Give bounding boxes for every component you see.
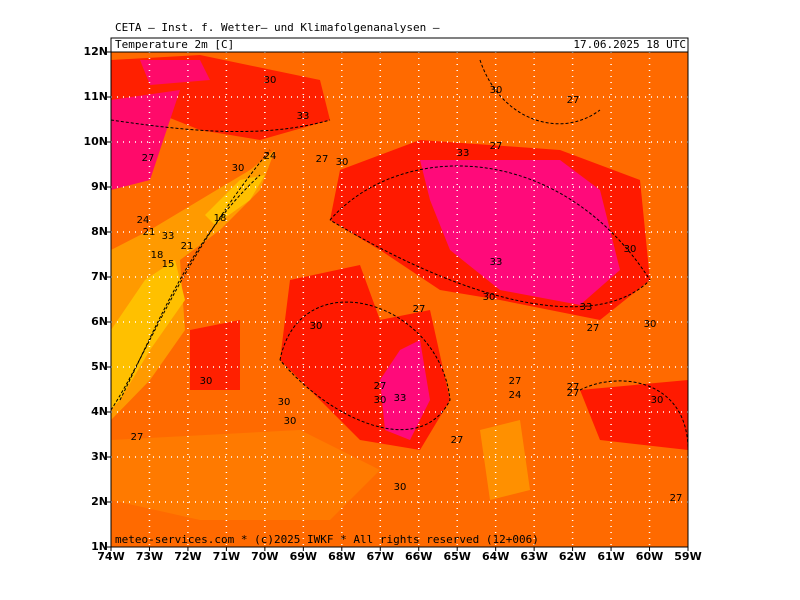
contour-label: 33 — [457, 148, 470, 159]
lon-label: 62W — [559, 550, 586, 563]
contour-label: 27 — [374, 381, 387, 392]
lat-label: 9N — [91, 180, 108, 193]
contour-label: 27 — [567, 388, 580, 399]
lat-label: 2N — [91, 495, 108, 508]
contour-label: 33 — [394, 393, 407, 404]
lat-label: 3N — [91, 450, 108, 463]
contour-label: 18 — [214, 213, 227, 224]
lat-label: 8N — [91, 225, 108, 238]
contour-label: 30 — [284, 416, 297, 427]
contour-label: 30 — [200, 376, 213, 387]
lon-label: 71W — [213, 550, 240, 563]
lon-label: 73W — [136, 550, 163, 563]
lon-label: 74W — [97, 550, 124, 563]
contour-label: 30 — [232, 163, 245, 174]
lon-label: 67W — [367, 550, 394, 563]
contour-label: 27 — [567, 95, 580, 106]
lat-label: 11N — [83, 90, 108, 103]
lat-label: 6N — [91, 315, 108, 328]
contour-label: 30 — [651, 395, 664, 406]
contour-label: 27 — [670, 493, 683, 504]
contour-label: 33 — [580, 302, 593, 313]
temperature-field — [111, 52, 688, 547]
lat-label: 10N — [83, 135, 108, 148]
contour-label: 30 — [310, 321, 323, 332]
contour-label: 27 — [142, 153, 155, 164]
lon-label: 61W — [597, 550, 624, 563]
contour-label: 27 — [567, 382, 580, 393]
contour-label: 27 — [413, 304, 426, 315]
map-frame — [110, 51, 689, 548]
lon-label: 64W — [482, 550, 509, 563]
contour-label: 30 — [278, 397, 291, 408]
contour-label: 27 — [131, 432, 144, 443]
lon-label: 68W — [328, 550, 355, 563]
lon-label: 70W — [251, 550, 278, 563]
contour-label: 24 — [509, 390, 522, 401]
contour-label: 21 — [181, 241, 194, 252]
contour-label: 18 — [151, 250, 164, 261]
contour-label: 30 — [483, 292, 496, 303]
contour-label: 24 — [264, 151, 277, 162]
contour-label: 30 — [264, 75, 277, 86]
lat-label: 4N — [91, 405, 108, 418]
title: CETA — Inst. f. Wetter— und Klimafolgena… — [115, 21, 440, 34]
lon-label: 63W — [520, 550, 547, 563]
contour-label: 27 — [490, 141, 503, 152]
contour-label: 27 — [587, 323, 600, 334]
lat-label: 7N — [91, 270, 108, 283]
lon-label: 65W — [443, 550, 470, 563]
lon-label: 66W — [405, 550, 432, 563]
contour-label: 30 — [374, 395, 387, 406]
contour-label: 33 — [490, 257, 503, 268]
contour-label: 33 — [162, 231, 175, 242]
lat-label: 5N — [91, 360, 108, 373]
lat-label: 12N — [83, 45, 108, 58]
field-label: Temperature 2m [C] — [115, 38, 234, 51]
lon-label: 59W — [674, 550, 701, 563]
footer: meteo-services.com * (c)2025 IWKF * All … — [115, 533, 539, 546]
lon-label: 60W — [636, 550, 663, 563]
contour-label: 15 — [162, 259, 175, 270]
contour-label: 30 — [624, 244, 637, 255]
contour-label: 24 — [137, 215, 150, 226]
contour-label: 30 — [644, 319, 657, 330]
contour-label: 21 — [143, 227, 156, 238]
contour-label: 30 — [490, 85, 503, 96]
lon-label: 69W — [290, 550, 317, 563]
lat-label: 1N — [91, 540, 108, 553]
contour-label: 30 — [394, 482, 407, 493]
contour-label: 27 — [451, 435, 464, 446]
contour-label: 30 — [336, 157, 349, 168]
contour-label: 33 — [297, 111, 310, 122]
valid-time: 17.06.2025 18 UTC — [573, 38, 686, 51]
lon-label: 72W — [174, 550, 201, 563]
contour-label: 27 — [509, 376, 522, 387]
contour-label: 27 — [316, 154, 329, 165]
